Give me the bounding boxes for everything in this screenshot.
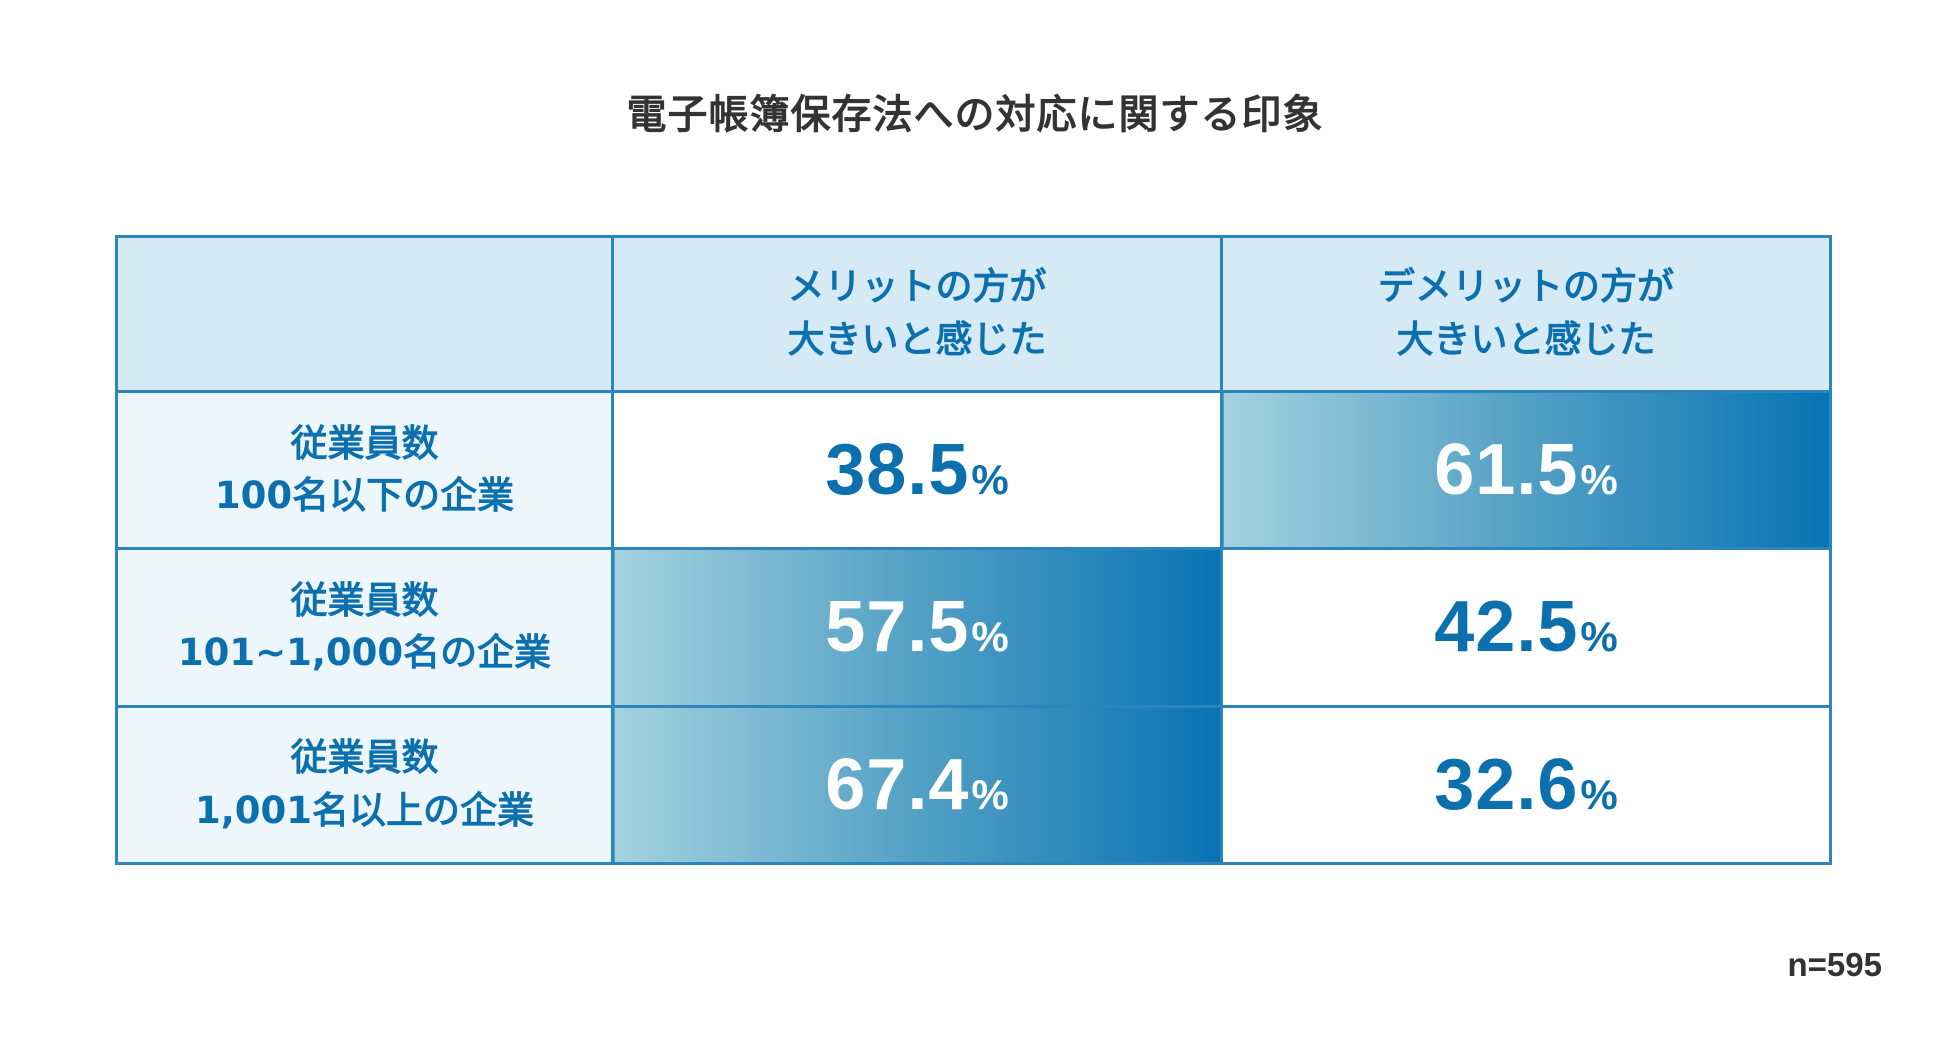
row-label-line1: 従業員数 — [290, 736, 439, 780]
value-number: 61.5 — [1434, 430, 1579, 511]
value-unit: % — [971, 613, 1009, 661]
row-label-line2: 100名以下の企業 — [214, 474, 515, 518]
header-demerit-line1: デメリットの方が — [1378, 265, 1674, 309]
value-cell: 42.5% — [1220, 547, 1832, 708]
header-demerit: デメリットの方が 大きいと感じた — [1220, 235, 1832, 393]
value-number: 67.4 — [825, 744, 970, 825]
chart-title: 電子帳簿保存法への対応に関する印象 — [626, 92, 1324, 138]
value-cell: 61.5% — [1220, 389, 1832, 551]
value-cell: 57.5% — [611, 547, 1223, 708]
table-row: 従業員数 1,001名以上の企業 67.4% 32.6% — [115, 704, 1832, 866]
row-label-line1: 従業員数 — [290, 578, 439, 622]
row-label-line1: 従業員数 — [290, 421, 439, 465]
value-number: 57.5 — [825, 587, 970, 668]
value-unit: % — [1580, 613, 1618, 661]
row-label: 従業員数 1,001名以上の企業 — [115, 704, 614, 866]
results-table: メリットの方が 大きいと感じた デメリットの方が 大きいと感じた 従業員数 10… — [115, 235, 1832, 866]
table-row: 従業員数 100名以下の企業 38.5% 61.5% — [115, 389, 1832, 551]
header-merit-line1: メリットの方が — [787, 265, 1047, 309]
value-unit: % — [1580, 456, 1618, 504]
value-cell: 38.5% — [611, 389, 1223, 551]
header-corner-cell — [115, 235, 614, 393]
header-demerit-line2: 大きいと感じた — [1396, 318, 1656, 361]
value-cell: 32.6% — [1220, 704, 1832, 866]
header-merit: メリットの方が 大きいと感じた — [611, 235, 1223, 393]
sample-size-note: n=595 — [1787, 946, 1883, 983]
value-unit: % — [1580, 770, 1618, 818]
row-label-line2: 101~1,000名の企業 — [177, 631, 552, 675]
value-number: 32.6 — [1434, 744, 1579, 825]
value-cell: 67.4% — [611, 704, 1223, 866]
row-label-line2: 1,001名以上の企業 — [194, 788, 535, 832]
table-row: 従業員数 101~1,000名の企業 57.5% 42.5% — [115, 547, 1832, 708]
value-unit: % — [971, 770, 1009, 818]
value-number: 42.5 — [1434, 587, 1579, 668]
value-number: 38.5 — [825, 430, 970, 511]
row-label: 従業員数 100名以下の企業 — [115, 389, 614, 551]
value-unit: % — [971, 456, 1009, 504]
header-row: メリットの方が 大きいと感じた デメリットの方が 大きいと感じた — [115, 235, 1832, 393]
row-label: 従業員数 101~1,000名の企業 — [115, 547, 614, 708]
header-merit-line2: 大きいと感じた — [787, 318, 1047, 361]
